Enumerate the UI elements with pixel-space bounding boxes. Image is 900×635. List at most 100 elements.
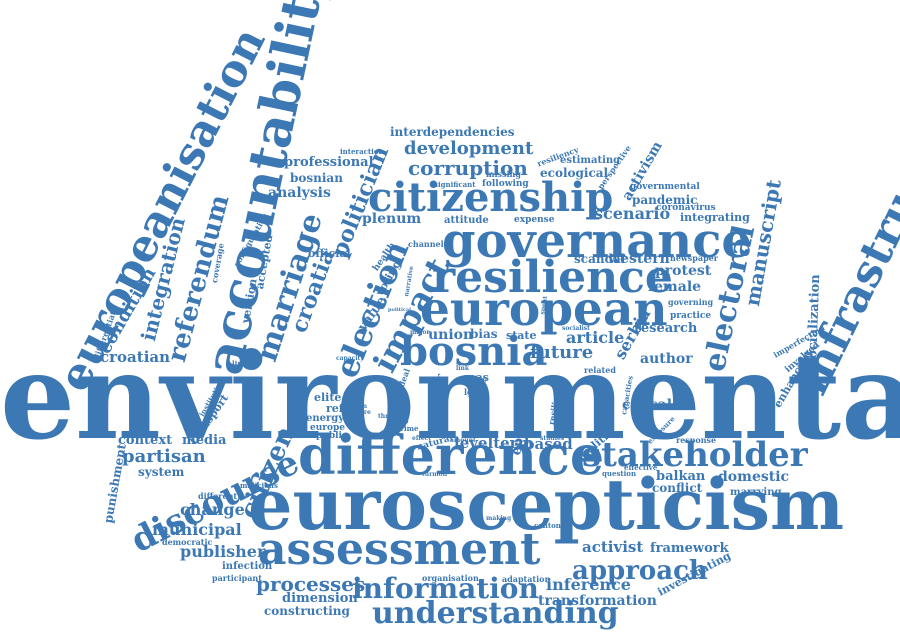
word-lgbt: lgbt bbox=[464, 387, 482, 397]
word-activist: activist bbox=[582, 538, 644, 556]
word-democratic: democratic bbox=[162, 537, 213, 547]
word-adaptation: adaptation bbox=[502, 574, 551, 584]
word-information: information bbox=[352, 572, 539, 605]
word-assessment: assessment bbox=[258, 524, 541, 575]
word-following: following bbox=[482, 179, 529, 189]
word-participant: participant bbox=[212, 573, 262, 583]
word-effect: effect bbox=[412, 435, 431, 442]
word-infection: infection bbox=[222, 561, 273, 572]
word-significant: significant bbox=[434, 180, 476, 189]
word-environmental: environmental bbox=[0, 327, 900, 466]
word-domestic: domestic bbox=[718, 469, 790, 485]
word-practice: practice bbox=[670, 311, 712, 321]
word-malicious: malicious bbox=[240, 481, 278, 490]
word-development: development bbox=[404, 138, 534, 159]
word-refer: refer bbox=[326, 402, 357, 415]
word-publisher: publisher bbox=[180, 542, 266, 561]
word-state: state bbox=[506, 329, 537, 342]
word-interdependencies: interdependencies bbox=[390, 125, 515, 139]
word-capacity: capacity bbox=[336, 355, 364, 362]
word-cantonal: cantonal bbox=[534, 521, 569, 530]
word-framework: framework bbox=[650, 541, 729, 556]
word-effective: effective bbox=[624, 463, 658, 472]
word-marrying: marrying bbox=[730, 487, 782, 498]
word-elite: elite bbox=[314, 391, 342, 404]
word-difference: difference bbox=[298, 423, 605, 487]
word-governance: governance bbox=[442, 213, 752, 269]
word-explore: explore bbox=[346, 409, 371, 416]
word-inference: inference bbox=[546, 575, 631, 594]
word-transformation: transformation bbox=[538, 593, 657, 609]
word-protest: protest bbox=[655, 263, 712, 279]
word-research: research bbox=[634, 321, 698, 336]
word-response: response bbox=[676, 435, 717, 445]
word-different: different bbox=[198, 491, 238, 501]
word-professional: professional bbox=[284, 155, 374, 170]
word-change: change bbox=[180, 500, 245, 519]
word-public: public bbox=[316, 431, 348, 441]
word-causal: causal bbox=[622, 397, 673, 413]
word-expense: expense bbox=[514, 215, 555, 225]
word-major: major bbox=[410, 329, 430, 336]
word-threat: threat bbox=[378, 413, 399, 420]
word-organisation: organisation bbox=[422, 573, 479, 583]
word-attitude: attitude bbox=[444, 215, 489, 226]
word-stakeholder: stakeholder bbox=[582, 435, 808, 475]
word-amount: amount bbox=[450, 437, 476, 444]
word-socialist: socialist bbox=[562, 325, 590, 332]
word-union: union bbox=[428, 327, 474, 343]
word-system: system bbox=[138, 465, 185, 479]
word-europe: europe bbox=[310, 423, 346, 433]
word-understanding: understanding bbox=[372, 596, 619, 631]
word-media: media bbox=[182, 433, 227, 448]
word-official: official bbox=[308, 247, 351, 260]
word-corruption: corruption bbox=[408, 156, 528, 180]
word-missing: missing bbox=[486, 169, 521, 179]
word-analysis: analysis bbox=[268, 185, 331, 201]
word-interaction: interaction bbox=[340, 147, 384, 156]
word-european: european bbox=[420, 282, 668, 337]
word-integrating: integrating bbox=[680, 211, 750, 224]
word-article: article bbox=[566, 328, 625, 347]
word-newspaper: newspaper bbox=[670, 253, 718, 263]
word-question: question bbox=[602, 469, 637, 478]
word-partisan: partisan bbox=[122, 446, 206, 467]
word-bosnia: bosnia bbox=[400, 328, 548, 375]
word-scenario: scenario bbox=[594, 204, 671, 223]
word-approach: approach bbox=[572, 556, 708, 586]
word-estimating: estimating bbox=[560, 155, 621, 166]
word-turmoil: turmoil bbox=[422, 471, 448, 478]
word-political: political bbox=[388, 307, 412, 313]
word-governmental: governmental bbox=[630, 182, 700, 192]
word-bosnian: bosnian bbox=[290, 171, 343, 185]
word-crime: crime bbox=[396, 424, 419, 433]
word-western: western bbox=[608, 251, 670, 267]
word-dimension: dimension bbox=[282, 591, 358, 606]
word-processes: processes bbox=[256, 572, 366, 596]
word-future: future bbox=[530, 342, 594, 363]
word-linking: linking bbox=[232, 359, 260, 368]
word-resilience: resilience bbox=[432, 252, 673, 303]
word-governing: governing bbox=[668, 297, 714, 307]
word-female: female bbox=[648, 279, 702, 295]
word-context: context bbox=[118, 433, 173, 448]
word-making: making bbox=[486, 515, 512, 522]
word-channel: channel bbox=[408, 239, 444, 249]
word-constructing: constructing bbox=[264, 604, 350, 618]
word-ecological: ecological bbox=[540, 166, 609, 180]
word-municipal: municipal bbox=[152, 520, 242, 539]
word-mas: mas bbox=[464, 371, 489, 384]
word-serbian: serbian bbox=[342, 403, 368, 410]
word-related: related bbox=[584, 365, 616, 375]
word-bias: bias bbox=[470, 327, 498, 341]
word-scandal: scandal bbox=[574, 252, 626, 266]
word-croatian: croatian bbox=[100, 348, 171, 366]
word-pandemic: pandemic bbox=[632, 193, 698, 207]
word-euroscepticism: euroscepticism bbox=[248, 463, 845, 546]
word-coronavirus: coronavirus bbox=[656, 203, 716, 213]
word-author: author bbox=[640, 351, 693, 367]
word-energy: energy bbox=[306, 413, 345, 424]
word-plenum: plenum bbox=[362, 211, 422, 227]
word-balkan: balkan bbox=[656, 469, 706, 484]
